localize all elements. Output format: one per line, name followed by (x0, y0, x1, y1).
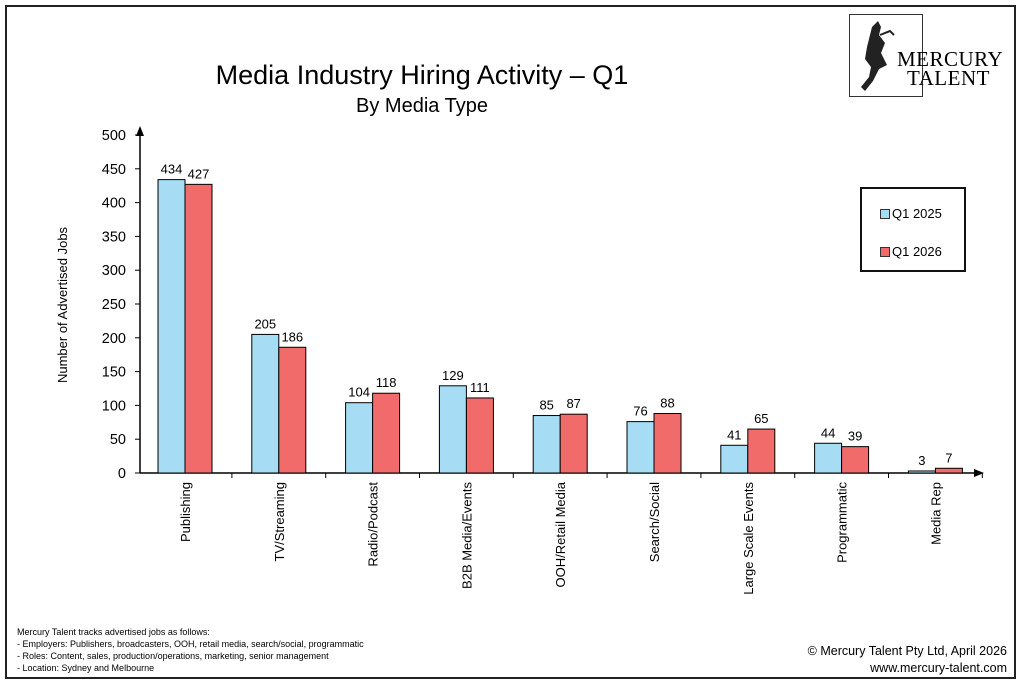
note-line: - Location: Sydney and Melbourne (17, 663, 155, 673)
data-label: 39 (848, 429, 862, 444)
category-label: TV/Streaming (272, 482, 287, 561)
data-label: 3 (918, 453, 925, 468)
y-tick-label: 50 (110, 432, 126, 448)
bar-q1-2025 (157, 179, 186, 474)
y-tick-label: 0 (118, 466, 126, 482)
data-label: 65 (754, 411, 768, 426)
category-label: Search/Social (647, 482, 662, 562)
bar-q1-2026 (653, 413, 682, 474)
legend: Q1 2025 Q1 2026 (860, 187, 966, 272)
data-label: 111 (470, 380, 490, 395)
data-label: 44 (821, 425, 835, 440)
bar-q1-2025 (814, 442, 843, 474)
category-label: Radio/Podcast (366, 482, 381, 567)
y-tick-label: 300 (102, 263, 126, 279)
y-tick-label: 400 (102, 196, 126, 212)
legend-item-q1-2025: Q1 2025 (880, 206, 942, 221)
data-label: 85 (539, 398, 553, 413)
data-label: 104 (348, 385, 370, 400)
y-axis-arrow (136, 126, 144, 136)
bar-q1-2026 (559, 413, 588, 474)
legend-item-q1-2026: Q1 2026 (880, 244, 942, 259)
logo-line1: MERCURY (897, 47, 1004, 71)
bar-q1-2026 (278, 346, 307, 474)
website: www.mercury-talent.com (870, 661, 1007, 675)
legend-swatch-q1-2026 (880, 246, 890, 257)
logo-line2: TALENT (907, 66, 990, 90)
category-label: OOH/Retail Media (553, 481, 568, 587)
bar-q1-2025 (907, 470, 936, 474)
y-tick-label: 500 (102, 128, 126, 144)
category-label: B2B Media/Events (459, 482, 474, 589)
bar-q1-2026 (934, 467, 963, 474)
data-label: 434 (161, 162, 183, 177)
chart-subtitle: By Media Type (356, 95, 488, 117)
bar-q1-2026 (747, 428, 776, 474)
data-label: 41 (727, 427, 741, 442)
note-line: - Roles: Content, sales, production/oper… (17, 651, 329, 661)
methodology-notes: Mercury Talent tracks advertised jobs as… (17, 626, 364, 674)
y-tick-label: 450 (102, 162, 126, 178)
bar-q1-2025 (345, 402, 374, 474)
data-label: 88 (660, 396, 674, 411)
bar-q1-2026 (465, 397, 494, 474)
category-label: Programmatic (835, 482, 850, 563)
data-label: 7 (945, 450, 952, 465)
legend-label: Q1 2025 (892, 206, 942, 221)
bar-q1-2026 (372, 392, 401, 474)
data-label: 87 (566, 396, 580, 411)
category-label: Large Scale Events (741, 482, 756, 595)
bar-q1-2025 (720, 444, 749, 474)
note-line: Mercury Talent tracks advertised jobs as… (17, 627, 210, 637)
mercury-logo-icon (849, 14, 923, 97)
bar-q1-2025 (532, 415, 561, 474)
bar-q1-2025 (438, 385, 467, 474)
data-label: 186 (281, 329, 303, 344)
data-label: 129 (442, 368, 464, 383)
bar-q1-2025 (626, 421, 655, 474)
category-label: Publishing (178, 482, 193, 542)
copyright-block: © Mercury Talent Pty Ltd, April 2026 www… (808, 643, 1007, 677)
copyright: © Mercury Talent Pty Ltd, April 2026 (807, 644, 1007, 658)
y-tick-label: 200 (102, 331, 126, 347)
chart-frame (5, 5, 1016, 679)
data-label: 427 (188, 166, 210, 181)
data-label: 205 (254, 316, 276, 331)
bar-q1-2026 (184, 183, 213, 474)
x-axis-arrow (974, 469, 984, 477)
y-tick-label: 150 (102, 365, 126, 381)
data-label: 118 (376, 375, 397, 390)
y-tick-label: 250 (102, 297, 126, 313)
y-axis-label: Number of Advertised Jobs (55, 226, 70, 383)
category-label: Media Rep (928, 482, 943, 545)
chart-title: Media Industry Hiring Activity – Q1 (215, 60, 629, 90)
y-tick-label: 100 (102, 398, 126, 414)
data-label: 76 (633, 404, 647, 419)
bar-q1-2026 (841, 446, 870, 474)
legend-swatch-q1-2025 (880, 208, 890, 219)
legend-label: Q1 2026 (892, 244, 942, 259)
bar-q1-2025 (251, 333, 280, 474)
y-tick-label: 350 (102, 229, 126, 245)
note-line: - Employers: Publishers, broadcasters, O… (17, 639, 364, 649)
logo-text: MERCURY TALENT (897, 47, 1004, 90)
